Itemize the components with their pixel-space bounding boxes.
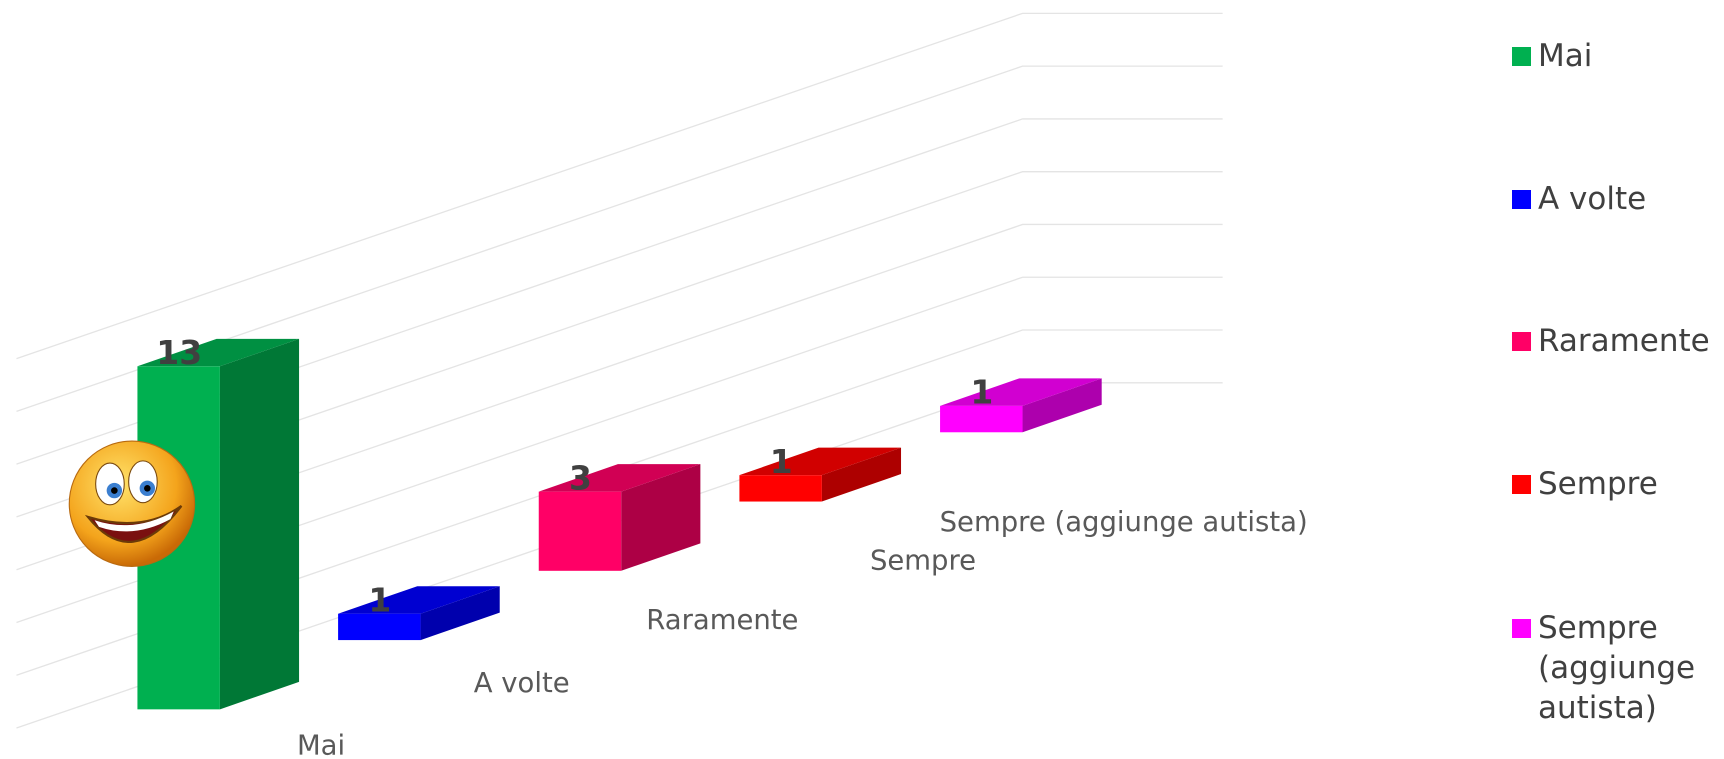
legend-label: Sempre [1538,466,1658,502]
bar-front [940,405,1023,433]
legend-item: Sempre (aggiunge autista) [1512,608,1722,728]
legend-label: Raramente [1538,323,1710,359]
grid-line [16,12,1223,360]
value-label: 1 [770,442,793,481]
x-tick-label: Sempre [870,545,976,577]
legend-label: Mai [1538,38,1593,74]
grid-line [16,118,1223,465]
grid-line [16,329,1223,676]
legend-item: Raramente [1512,321,1722,361]
legend-label: Sempre (aggiunge autista) [1538,610,1696,726]
x-tick-label: Sempre (aggiunge autista) [940,506,1308,538]
smiley [68,440,196,567]
x-tick-label: A volte [474,667,570,699]
grid-line [16,171,1223,518]
bar [940,378,1102,433]
bar-front [338,613,421,641]
value-label: 1 [970,373,993,412]
legend-swatch [1512,332,1531,351]
legend-label: A volte [1538,181,1647,217]
legend-swatch [1512,619,1531,638]
grid [16,12,1223,729]
legend-swatch [1512,190,1531,209]
bar-side [420,586,500,641]
bar-side [821,447,902,502]
bar-top [940,378,1102,406]
bar-top [137,338,300,367]
legend-item: A volte [1512,179,1722,219]
x-tick-label: Raramente [646,604,798,636]
bar-top [338,586,500,614]
bar-top [538,464,701,492]
value-label: 1 [368,580,391,619]
grid-line [16,276,1223,624]
grid-line [16,223,1223,571]
legend: Mai A volte Raramente Sempre Sempre (aggiung… [1512,0,1724,759]
bar [739,447,902,502]
legend-swatch [1512,47,1531,66]
bar [338,586,500,641]
legend-swatch [1512,475,1531,494]
bar [538,464,701,571]
bar-top [739,447,902,476]
value-label: 13 [156,333,202,372]
legend-item: Mai [1512,36,1722,76]
bar-side [621,464,701,571]
value-label: 3 [569,458,592,497]
grid-line [16,65,1223,413]
bar-front [538,491,622,571]
bar-side [219,338,300,710]
x-tick-label: Mai [297,729,345,759]
bar-side [1022,378,1102,433]
legend-item: Sempre [1512,464,1722,504]
bar-front [739,475,822,502]
